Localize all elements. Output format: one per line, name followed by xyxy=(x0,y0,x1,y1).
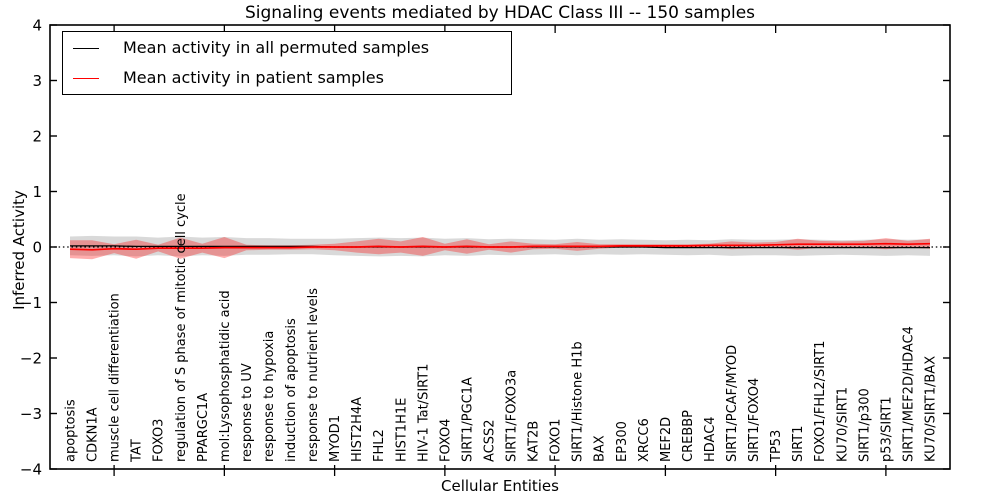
x-tick-label: mol:Lysophosphatidic acid xyxy=(218,290,233,462)
legend-label-patient: Mean activity in patient samples xyxy=(123,68,384,87)
x-tick-label: SIRT1/PCAF/MYOD xyxy=(725,345,740,462)
y-tick-label: 4 xyxy=(32,17,42,35)
legend-label-permuted: Mean activity in all permuted samples xyxy=(123,38,430,57)
x-tick-label: response to nutrient levels xyxy=(306,288,321,462)
x-tick-label: induction of apoptosis xyxy=(284,318,299,462)
x-tick-label: SIRT1/PGC1A xyxy=(460,377,475,462)
x-tick-label: FOXO1 xyxy=(549,419,564,462)
permuted-line-swatch xyxy=(73,47,99,49)
x-tick-label: BAX xyxy=(593,435,608,462)
patient-mean-line xyxy=(69,242,931,251)
x-tick-label: FHL2 xyxy=(372,429,387,462)
x-tick-label: SIRT1/Histone H1b xyxy=(571,341,586,462)
x-tick-label: muscle cell differentiation xyxy=(108,293,123,462)
x-tick-label: FOXO4 xyxy=(438,419,453,462)
x-tick-label: TP53 xyxy=(769,430,784,463)
x-tick-label: SIRT1/FOXO4 xyxy=(747,378,762,462)
x-tick-label: response to hypoxia xyxy=(262,331,277,462)
y-tick-label: −2 xyxy=(20,350,42,368)
x-tick-label: MYOD1 xyxy=(328,415,343,462)
y-tick-label: 3 xyxy=(32,72,42,90)
y-tick-label: −1 xyxy=(20,294,42,312)
x-tick-label: FOXO3 xyxy=(152,419,167,462)
x-tick-label: SIRT1 xyxy=(791,426,806,462)
patient-activity-band xyxy=(70,237,930,260)
x-axis-label: Cellular Entities xyxy=(441,477,559,495)
y-tick-label: −3 xyxy=(20,405,42,423)
x-tick-label: regulation of S phase of mitotic cell cy… xyxy=(174,193,189,462)
x-tick-label: apoptosis xyxy=(64,399,79,462)
x-tick-label: MEF2D xyxy=(659,417,674,462)
legend: Mean activity in all permuted samples Me… xyxy=(62,31,512,95)
y-axis-label: Inferred Activity xyxy=(10,190,28,310)
x-tick-label: PPARGC1A xyxy=(196,393,211,462)
y-tick-label: 2 xyxy=(32,128,42,146)
legend-entry-patient: Mean activity in patient samples xyxy=(73,66,511,90)
x-tick-label: EP300 xyxy=(615,421,630,462)
x-tick-label: TAT xyxy=(130,439,145,463)
x-tick-label: HDAC4 xyxy=(703,416,718,462)
x-tick-label: HIV-1 Tat/SIRT1 xyxy=(416,364,431,462)
x-tick-label: FOXO1/FHL2/SIRT1 xyxy=(813,341,828,462)
x-tick-label: HIST1H1E xyxy=(394,398,409,462)
x-tick-label: SIRT1/MEF2D/HDAC4 xyxy=(901,326,916,462)
x-tick-label: KAT2B xyxy=(527,421,542,462)
x-tick-label: KU70/SIRT1/BAX xyxy=(924,356,939,462)
x-tick-label: KU70/SIRT1 xyxy=(835,387,850,462)
y-tick-label: 0 xyxy=(32,239,42,257)
x-tick-label: SIRT1/p300 xyxy=(857,388,872,462)
y-tick-label: −4 xyxy=(20,461,42,479)
x-tick-label: HIST2H4A xyxy=(350,397,365,462)
legend-entry-permuted: Mean activity in all permuted samples xyxy=(73,36,511,60)
x-tick-label: XRCC6 xyxy=(637,418,652,462)
x-tick-label: CREBBP xyxy=(681,410,696,462)
chart-title: Signaling events mediated by HDAC Class … xyxy=(244,3,756,23)
x-tick-label: ACSS2 xyxy=(483,419,498,462)
x-tick-label: SIRT1/FOXO3a xyxy=(505,370,520,462)
x-tick-label: CDKN1A xyxy=(86,407,101,462)
patient-line-swatch xyxy=(73,77,99,79)
x-tick-label: response to UV xyxy=(240,363,255,462)
x-tick-label: p53/SIRT1 xyxy=(879,396,894,462)
y-tick-label: 1 xyxy=(32,183,42,201)
